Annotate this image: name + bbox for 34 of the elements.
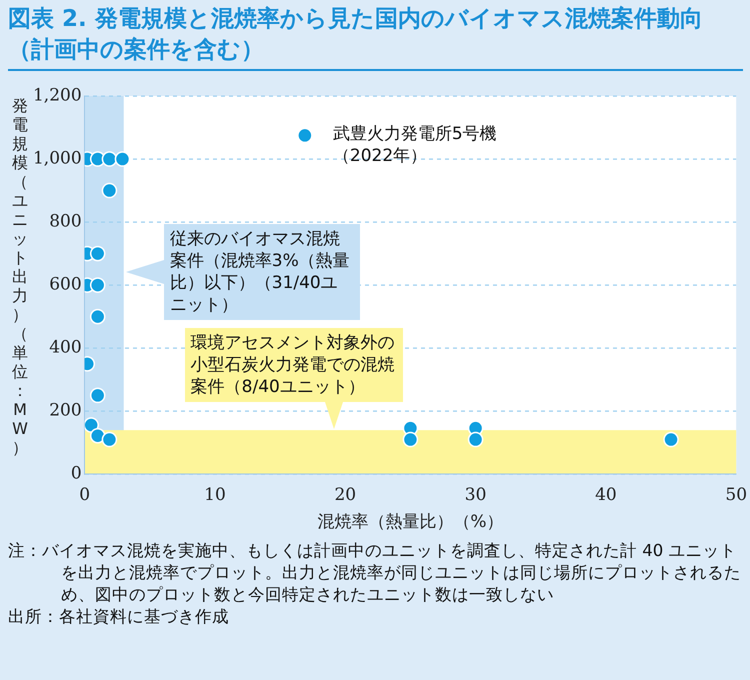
- point: [102, 432, 118, 448]
- point: [102, 151, 118, 167]
- y-tick-label: 1,000: [32, 148, 82, 168]
- y-tick-label: 600: [49, 274, 82, 295]
- point: [90, 388, 106, 404]
- point: [84, 417, 99, 433]
- y-tick-label: 1,200: [32, 85, 82, 106]
- text: 出所：各社資料に基づき作成: [8, 606, 230, 628]
- point: [114, 151, 130, 167]
- y-tick-label: 400: [49, 338, 82, 358]
- y-tick-label: 200: [49, 400, 82, 421]
- annotation: 武豊火力発電所5号機（2022年）: [332, 123, 498, 168]
- point: [468, 432, 484, 448]
- band-label: 従来のバイオマス混焼案件（混焼率3%（熱量比）以下）（31/40ユニット）: [164, 224, 360, 320]
- point: [90, 428, 106, 444]
- x-tick-label: 10: [204, 484, 226, 505]
- x-axis-title: 混焼率（熱量比）（%）: [317, 512, 504, 532]
- point: [90, 277, 106, 293]
- band-label: 環境アセスメント対象外の小型石炭火力発電での混焼案件（8/40ユニット）: [184, 328, 403, 402]
- point: [90, 246, 106, 262]
- x-tick-label: 30: [464, 484, 486, 505]
- x-tick-label: 40: [595, 484, 617, 505]
- x-tick-label: 50: [725, 484, 748, 505]
- y-tick-label: 0: [70, 464, 82, 484]
- point: [102, 182, 118, 198]
- point: [297, 128, 313, 144]
- text: 発電規模（ユニット出力）（単位：MW）: [12, 96, 28, 457]
- chart-title: 図表 2. 発電規模と混焼率から見た国内のバイオマス混焼案件動向（計画中の案件を含む）: [8, 4, 743, 71]
- text: 注：バイオマス混焼を実施中、もしくは計画中のユニットを調査し、特定された計 40 ユニットを出力と混焼率でプロット。出力と混焼率が同じユニットは同じ場所にプロットされるため、図中のプロット数と今回特定されたユニット数は一致しない: [8, 540, 742, 606]
- point: [663, 432, 679, 448]
- point: [402, 432, 418, 448]
- point: [90, 308, 106, 324]
- x-tick-label: 20: [334, 484, 356, 505]
- y-tick-label: 800: [49, 211, 82, 232]
